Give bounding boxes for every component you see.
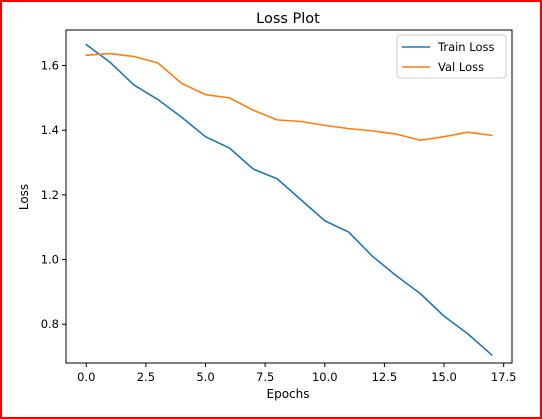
y-axis-label: Loss [17, 184, 31, 210]
y-tick-label: 1.2 [41, 188, 59, 202]
legend: Train Loss Val Loss [396, 34, 507, 79]
series-line-train-loss [85, 43, 493, 357]
y-axis-ticks: 0.8 1.0 1.2 1.4 1.6 [41, 59, 66, 331]
series-line-val-loss [85, 52, 493, 142]
plot-area [85, 43, 493, 357]
y-tick-label: 1.4 [41, 123, 59, 137]
x-tick-label: 17.5 [491, 370, 517, 384]
y-tick-label: 1.0 [41, 253, 59, 267]
x-tick-label: 12.5 [372, 370, 398, 384]
x-axis-ticks: 0.0 2.5 5.0 7.5 10.0 12.5 15.0 17.5 [77, 363, 516, 384]
x-tick-label: 0.0 [77, 370, 95, 384]
x-tick-label: 10.0 [312, 370, 338, 384]
x-tick-label: 2.5 [137, 370, 155, 384]
chart-title: Loss Plot [256, 11, 320, 27]
legend-label: Train Loss [437, 40, 494, 54]
x-tick-label: 5.0 [196, 370, 214, 384]
axes-frame [65, 29, 513, 364]
x-tick-label: 15.0 [431, 370, 457, 384]
legend-label: Val Loss [438, 60, 484, 74]
x-tick-label: 7.5 [256, 370, 274, 384]
x-axis-label: Epochs [267, 387, 310, 401]
y-tick-label: 1.6 [41, 59, 59, 73]
y-tick-label: 0.8 [41, 317, 59, 331]
